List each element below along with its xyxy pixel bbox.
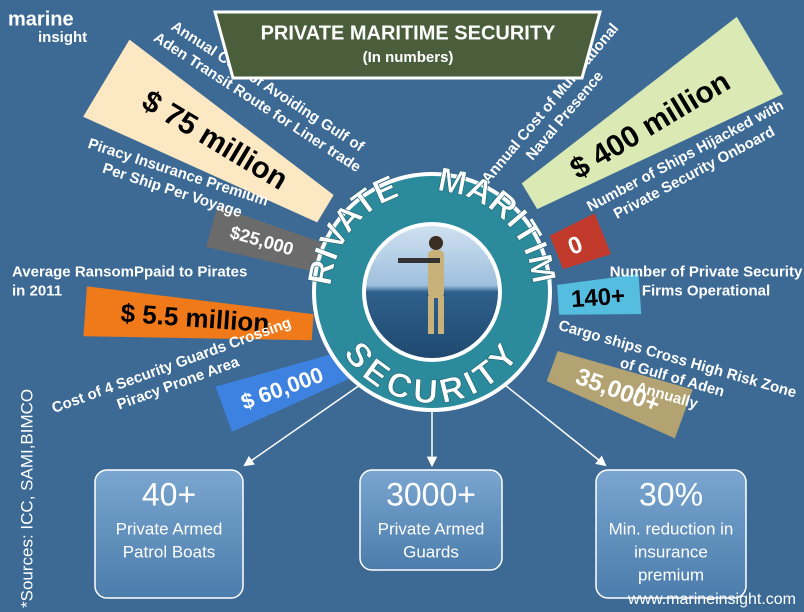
stat-box: 30% Min. reduction in insurance premium — [596, 470, 746, 598]
ray-label-line: in 2011 — [12, 282, 62, 299]
subtitle: (In numbers) — [363, 49, 454, 66]
ray-value: 140+ — [570, 282, 626, 313]
infographic: $ 75 millionAnnual Cost of Avoiding Gulf… — [0, 0, 804, 612]
footer: www.marineinsight.com — [627, 591, 796, 608]
ray-label-line: Average RansomPpaid to Pirates — [12, 263, 247, 280]
ray-label-line: Firms Operational — [642, 282, 770, 299]
ray-label-line: Number of Private Security — [610, 263, 803, 280]
title: PRIVATE MARITIME SECURITY — [261, 22, 556, 44]
stat-value: 30% — [639, 476, 703, 512]
stat-value: 3000+ — [386, 476, 476, 512]
stat-label: insurance — [634, 542, 708, 561]
stat-label: premium — [638, 565, 704, 584]
logo-bottom: insight — [38, 29, 87, 46]
stat-label: Private Armed — [378, 519, 485, 538]
stat-box: 40+ Private Armed Patrol Boats — [95, 470, 243, 598]
stat-value: 40+ — [142, 476, 196, 512]
stat-label: Min. reduction in — [609, 519, 734, 538]
stat-label: Patrol Boats — [123, 542, 216, 561]
stat-box: 3000+ Private Armed Guards — [360, 470, 502, 570]
stat-label: Private Armed — [116, 519, 223, 538]
stat-label: Guards — [403, 542, 459, 561]
logo-top: marine — [8, 8, 74, 30]
sources: *Sources: ICC, SAMI,BIMCO — [17, 389, 36, 608]
header: PRIVATE MARITIME SECURITY (In numbers) — [215, 12, 600, 78]
